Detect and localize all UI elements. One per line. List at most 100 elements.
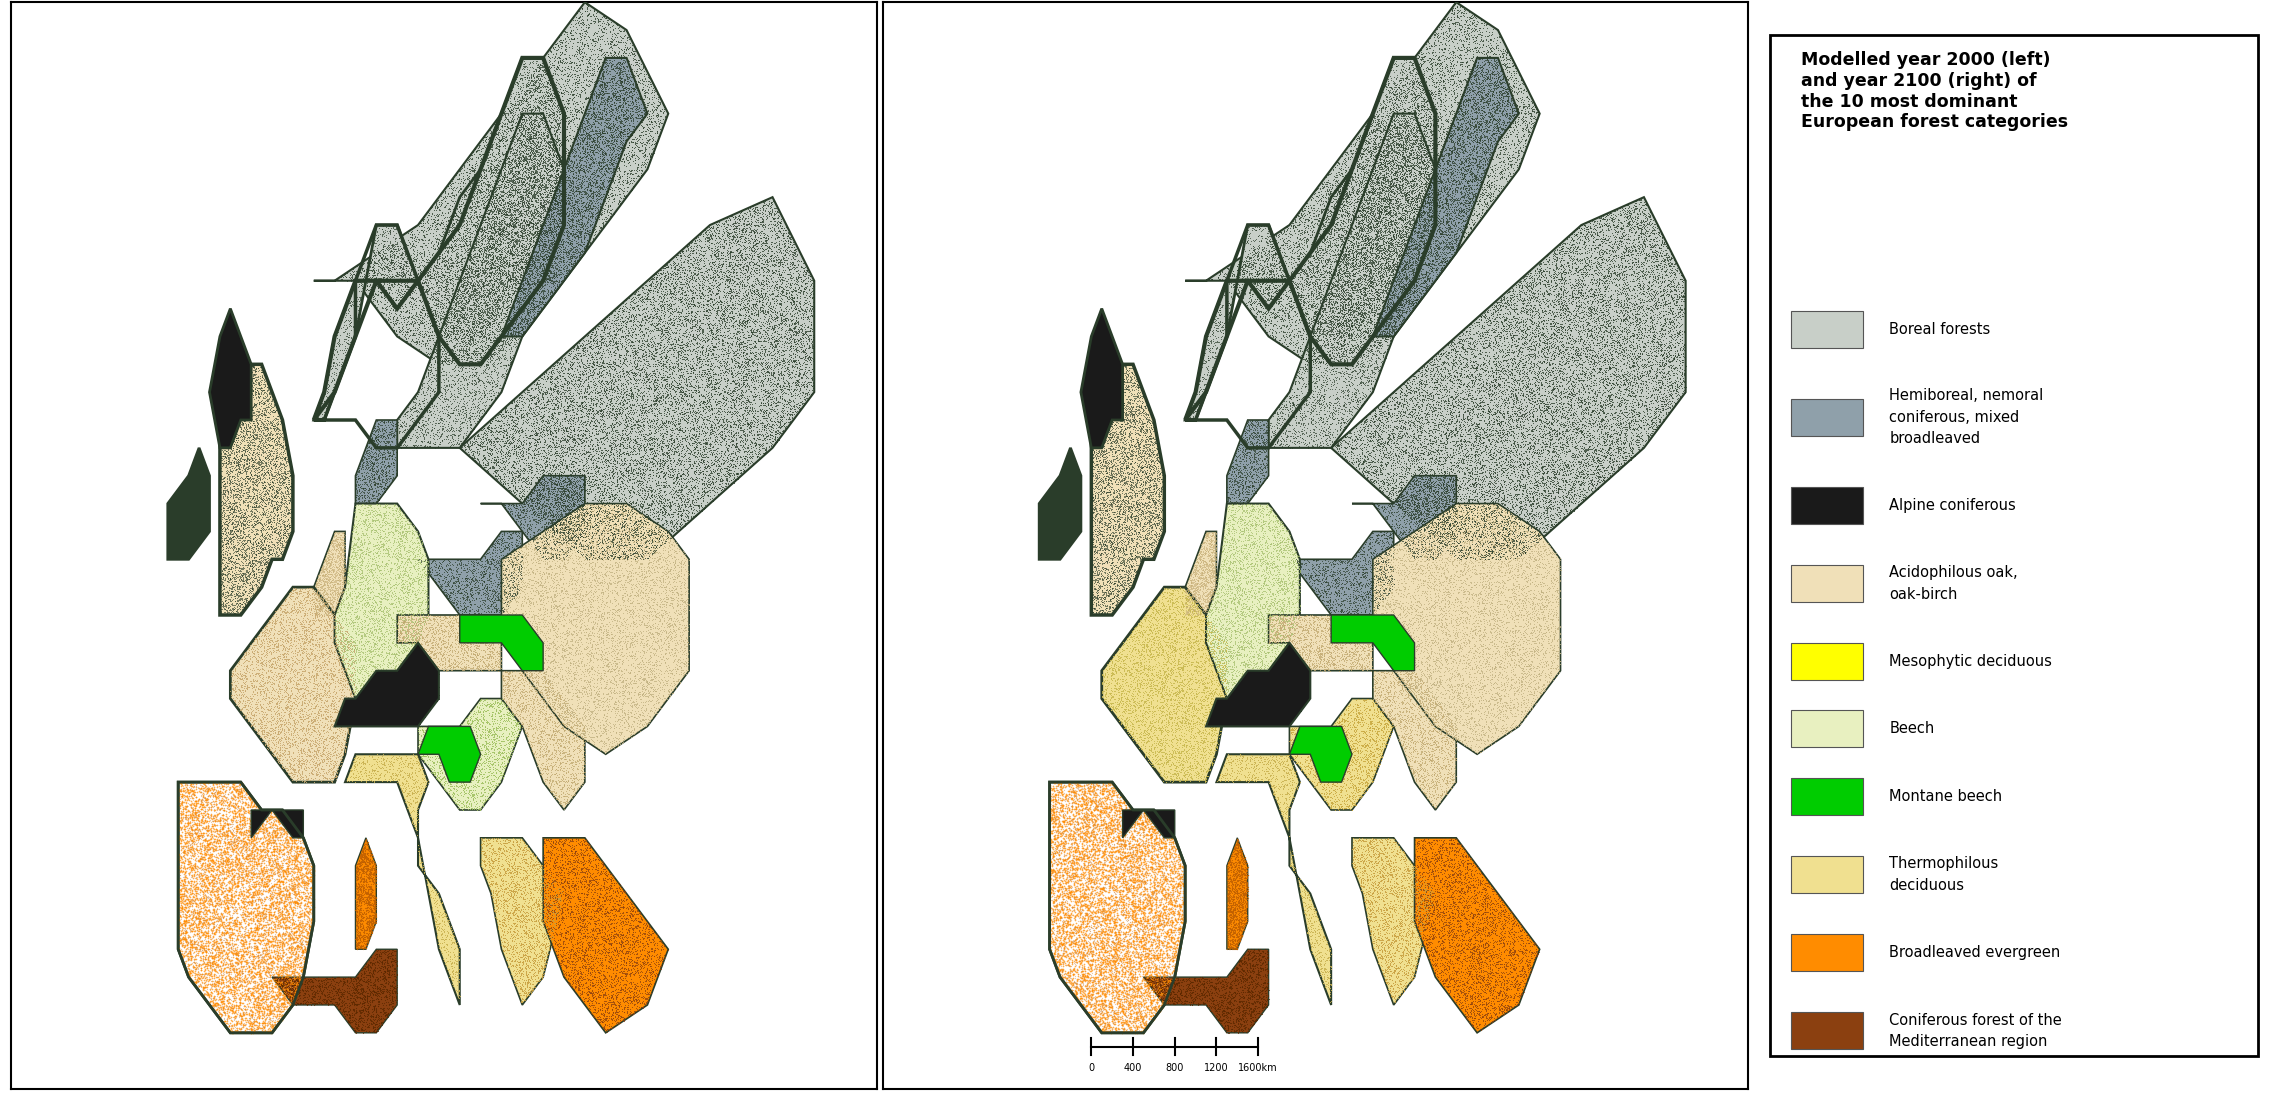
Point (1513, 296, 1549, 314)
Point (540, 178, 576, 196)
Point (1478, 706, 1515, 723)
Point (1560, 344, 1597, 361)
Point (1620, 226, 1656, 244)
Point (1588, 207, 1624, 224)
Point (1342, 418, 1378, 435)
Point (1228, 880, 1264, 897)
Point (1656, 394, 1693, 411)
Point (1034, 876, 1071, 894)
Point (1447, 513, 1483, 531)
Point (1476, 431, 1513, 449)
Point (1232, 573, 1269, 591)
Point (492, 200, 528, 218)
Point (292, 625, 328, 642)
Point (1383, 380, 1419, 397)
Point (1604, 449, 1640, 466)
Point (412, 620, 449, 638)
Point (1492, 938, 1529, 955)
Point (508, 139, 544, 156)
Point (1387, 150, 1424, 167)
Point (1649, 318, 1686, 336)
Point (481, 829, 517, 847)
Point (556, 780, 592, 798)
Point (494, 938, 531, 955)
Point (435, 641, 472, 659)
Point (212, 957, 248, 975)
Point (533, 275, 570, 292)
Point (1535, 442, 1572, 459)
Point (246, 568, 282, 585)
Point (1271, 765, 1308, 782)
Point (308, 566, 344, 583)
Point (1189, 587, 1226, 605)
Point (640, 476, 677, 493)
Point (1255, 521, 1292, 538)
Point (1055, 810, 1091, 827)
Point (282, 701, 319, 719)
Point (508, 632, 544, 650)
Point (1077, 885, 1114, 903)
Point (1419, 356, 1456, 373)
Point (622, 48, 658, 66)
Point (1221, 640, 1257, 657)
Point (216, 912, 253, 930)
Point (1410, 60, 1447, 78)
Point (1062, 871, 1098, 888)
Point (1456, 958, 1492, 976)
Point (1105, 864, 1141, 882)
Point (747, 247, 784, 265)
Point (1257, 694, 1294, 711)
Point (1608, 357, 1645, 374)
Point (460, 712, 497, 730)
Point (615, 371, 652, 388)
Point (360, 663, 396, 680)
Point (1230, 528, 1267, 546)
Point (1096, 845, 1132, 862)
Point (169, 882, 205, 899)
Point (1478, 500, 1515, 517)
Point (1082, 951, 1118, 968)
Point (1164, 922, 1201, 940)
Point (1105, 394, 1141, 411)
Point (620, 715, 656, 733)
Point (175, 777, 212, 794)
Point (267, 648, 303, 665)
Point (376, 304, 412, 322)
Point (1310, 237, 1346, 255)
Point (499, 292, 535, 310)
Point (1100, 851, 1137, 869)
Point (1075, 568, 1112, 585)
Point (1262, 679, 1298, 697)
Point (538, 493, 574, 511)
Point (387, 650, 424, 667)
Point (1431, 103, 1467, 120)
Point (383, 254, 419, 271)
Point (1376, 141, 1412, 159)
Point (1248, 312, 1285, 329)
Point (1501, 640, 1538, 657)
Point (626, 965, 663, 982)
Point (449, 645, 485, 663)
Point (535, 168, 572, 186)
Point (670, 408, 706, 426)
Point (451, 231, 487, 248)
Point (301, 685, 337, 702)
Point (528, 549, 565, 567)
Point (1435, 3, 1472, 21)
Point (1378, 593, 1415, 610)
Point (667, 341, 704, 359)
Point (1141, 910, 1178, 928)
Point (1077, 520, 1114, 537)
Point (269, 813, 305, 830)
Point (718, 241, 754, 258)
Point (1472, 918, 1508, 935)
Point (1428, 62, 1465, 80)
Point (437, 412, 474, 430)
Point (702, 282, 738, 300)
Point (1273, 730, 1310, 747)
Point (478, 118, 515, 136)
Point (344, 622, 380, 640)
Point (344, 280, 380, 298)
Point (1333, 311, 1369, 328)
Point (241, 1014, 278, 1032)
